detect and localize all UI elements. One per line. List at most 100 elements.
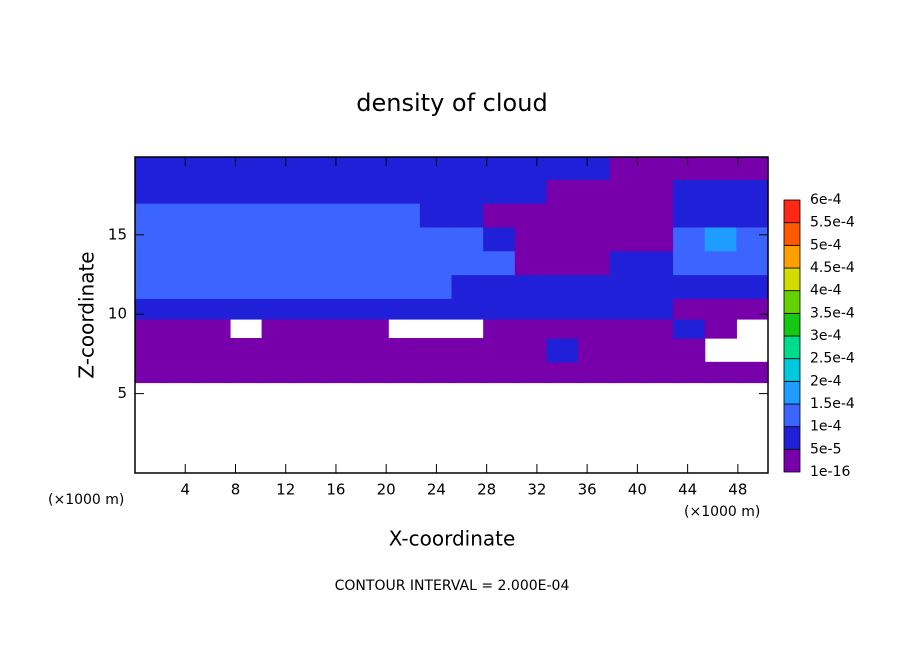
contour-cell <box>673 298 706 320</box>
contour-cell <box>704 274 737 299</box>
colorbar-label: 5.5e-4 <box>810 215 855 231</box>
contour-cell <box>198 157 231 180</box>
colorbar-box <box>783 222 801 246</box>
contour-cell <box>261 298 294 320</box>
contour-cell <box>324 338 358 363</box>
contour-cell <box>166 318 199 339</box>
contour-cell <box>483 250 516 276</box>
contour-cell <box>356 274 389 299</box>
contour-cell <box>736 274 769 299</box>
contour-cell <box>135 274 168 299</box>
contour-cell <box>514 250 548 276</box>
colorbar-box <box>783 244 801 269</box>
x-unit-label: (×1000 m) <box>48 492 124 508</box>
contour-cell <box>419 250 453 276</box>
contour-cell <box>229 338 263 363</box>
contour-cell <box>419 203 453 228</box>
contour-cell <box>419 157 453 180</box>
contour-cell <box>736 226 769 252</box>
contour-cell <box>198 361 231 384</box>
contour-cell <box>546 361 579 384</box>
contour-cell <box>673 318 706 339</box>
contour-cell <box>514 179 548 204</box>
x-tick-label: 20 <box>377 481 396 499</box>
contour-cell <box>198 338 231 363</box>
colorbar-box <box>783 403 801 428</box>
contour-cell <box>388 250 421 276</box>
plot-frame <box>134 156 769 474</box>
colorbar-label: 2e-4 <box>810 373 842 389</box>
contour-cell <box>704 179 737 204</box>
y-tick-label: 15 <box>108 225 127 243</box>
contour-cell <box>166 298 199 320</box>
contour-cell <box>293 318 326 339</box>
contour-cell <box>388 361 421 384</box>
contour-cell <box>388 179 421 204</box>
contour-cell <box>514 157 548 180</box>
contour-cell <box>451 250 484 276</box>
contour-cell <box>546 250 579 276</box>
contour-cell <box>578 298 611 320</box>
colorbar-label: 3.5e-4 <box>810 305 855 321</box>
contour-cell <box>609 179 642 204</box>
contour-cell <box>451 226 484 252</box>
contour-cell <box>514 274 548 299</box>
contour-cell <box>673 338 706 363</box>
contour-cell <box>261 361 294 384</box>
contour-cell <box>324 226 358 252</box>
contour-cell <box>641 274 674 299</box>
contour-cell <box>451 338 484 363</box>
contour-cell <box>419 179 453 204</box>
contour-cell <box>419 274 453 299</box>
contour-cell <box>166 338 199 363</box>
contour-cell <box>166 274 199 299</box>
contour-cell <box>578 226 611 252</box>
contour-interval: CONTOUR INTERVAL = 2.000E-04 <box>335 578 570 594</box>
contour-cell <box>609 250 642 276</box>
colorbar-label: 6e-4 <box>810 192 842 208</box>
contour-cell <box>388 226 421 252</box>
contour-cell <box>514 361 548 384</box>
colorbar-label: 1e-16 <box>810 464 850 480</box>
contour-cell <box>135 338 168 363</box>
contour-cell <box>641 179 674 204</box>
contour-cell <box>324 250 358 276</box>
colorbar-box <box>783 335 801 360</box>
colorbar-label: 1e-4 <box>810 419 842 435</box>
contour-cell <box>546 157 579 180</box>
contour-cell <box>166 157 199 180</box>
contour-cell <box>514 226 548 252</box>
contour-cell <box>293 226 326 252</box>
contour-cell <box>261 274 294 299</box>
contour-cell <box>261 338 294 363</box>
contour-cell <box>641 361 674 384</box>
contour-cell <box>451 361 484 384</box>
x-tick-label: 44 <box>678 481 697 499</box>
x-tick-label: 8 <box>231 481 241 499</box>
contour-cell <box>483 179 516 204</box>
contour-cell <box>324 157 358 180</box>
contour-cell <box>229 179 263 204</box>
contour-cell <box>673 250 706 276</box>
contour-cell <box>641 226 674 252</box>
contour-cell <box>229 298 263 320</box>
contour-cell <box>546 318 579 339</box>
contour-cell <box>451 274 484 299</box>
contour-cell <box>673 274 706 299</box>
colorbar-label: 5e-5 <box>810 441 841 457</box>
contour-cell <box>229 226 263 252</box>
contour-cell <box>135 157 168 180</box>
colorbar-label: 2.5e-4 <box>810 351 855 367</box>
colorbar-label: 3e-4 <box>810 328 842 344</box>
contour-cell <box>704 298 737 320</box>
contour-cell <box>704 226 737 252</box>
contour-cell <box>546 298 579 320</box>
contour-cell <box>261 226 294 252</box>
contour-cell <box>324 179 358 204</box>
y-axis-label: Z-coordinate <box>75 251 99 378</box>
x-tick-label: 36 <box>578 481 597 499</box>
contour-cell <box>166 250 199 276</box>
contour-cell <box>229 157 263 180</box>
